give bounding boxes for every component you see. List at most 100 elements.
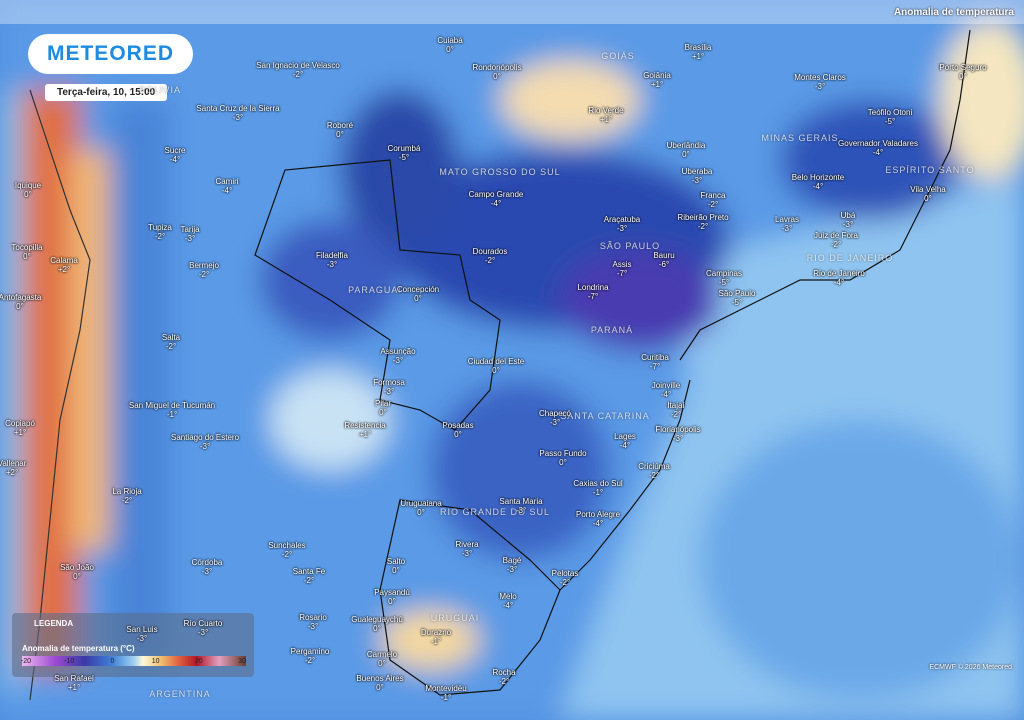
city-name: Dourados xyxy=(472,247,508,256)
city-name: Araçatuba xyxy=(603,215,641,224)
city-anomaly: -3° xyxy=(383,387,395,396)
city-name: Franca xyxy=(700,191,726,200)
city-anomaly: -4° xyxy=(872,148,884,157)
legend-tick-label: -10 xyxy=(64,658,75,665)
city-label: San Rafael +1° xyxy=(54,674,94,692)
city-name: Carmelo xyxy=(366,650,398,659)
city-label: Roboré 0° xyxy=(327,121,353,139)
city-name: Rivera xyxy=(455,540,479,549)
city-label: Calama +2° xyxy=(50,256,78,274)
city-anomaly: -7° xyxy=(616,269,628,278)
city-anomaly: -3° xyxy=(842,220,854,229)
city-name: Calama xyxy=(50,256,78,265)
city-name: Londrina xyxy=(577,283,609,292)
city-name: Bermejo xyxy=(189,261,219,270)
city-label: Vila Velha 0° xyxy=(910,185,945,203)
city-anomaly: -3° xyxy=(392,356,404,365)
city-label: Uruguaiana 0° xyxy=(400,499,441,517)
city-name: Porto Alegre xyxy=(575,510,621,519)
city-anomaly: -2° xyxy=(697,222,709,231)
region-label: SÃO PAULO xyxy=(599,241,661,251)
city-label: São João 0° xyxy=(60,563,94,581)
city-name: Ciudad del Este xyxy=(467,357,525,366)
city-name: Sucre xyxy=(164,146,186,155)
city-label: Corumbá -5° xyxy=(388,144,421,162)
city-name: Río Cuarto xyxy=(183,619,223,628)
city-anomaly: +1° xyxy=(67,683,81,692)
logo[interactable]: METEORED xyxy=(28,34,193,74)
city-anomaly: 0° xyxy=(73,572,81,581)
city-name: Salto xyxy=(386,557,406,566)
city-anomaly: -4° xyxy=(619,441,631,450)
city-label: Córdoba -3° xyxy=(192,558,223,576)
city-label: Teófilo Otoni -5° xyxy=(868,108,912,126)
city-label: San Luis -3° xyxy=(126,625,157,643)
city-label: Durazno -1° xyxy=(421,628,451,646)
city-label: Montevidéu -1° xyxy=(425,684,466,702)
city-name: Camiri xyxy=(215,177,239,186)
city-name: Santa Cruz de la Sierra xyxy=(196,104,280,113)
city-anomaly: -3° xyxy=(461,549,473,558)
city-anomaly: -2° xyxy=(121,496,133,505)
city-anomaly: -2° xyxy=(648,471,660,480)
city-label: Chapecó -3° xyxy=(539,409,571,427)
city-name: San Luis xyxy=(126,625,158,634)
city-name: Rio de Janeiro xyxy=(813,269,865,278)
city-name: Santiago do Estero xyxy=(170,433,240,442)
city-label: Tupiza -2° xyxy=(148,223,172,241)
city-label: Brasília +1° xyxy=(685,43,712,61)
city-label: Posadas 0° xyxy=(442,421,473,439)
city-label: Iquique 0° xyxy=(15,181,41,199)
city-label: Paysandú 0° xyxy=(374,588,410,606)
city-name: San Ignacio de Velasco xyxy=(256,61,340,70)
city-anomaly: -4° xyxy=(812,182,824,191)
city-anomaly: -3° xyxy=(197,628,209,637)
city-label: Araçatuba -3° xyxy=(604,215,640,233)
city-name: Gualeguaychú xyxy=(351,615,403,624)
city-name: Ubá xyxy=(840,211,856,220)
city-label: Sunchales -2° xyxy=(268,541,305,559)
region-label: ARGENTINA xyxy=(149,689,211,699)
city-label: Passo Fundo 0° xyxy=(539,449,586,467)
city-name: Curitiba xyxy=(641,353,669,362)
city-anomaly: 0° xyxy=(378,659,386,668)
city-label: Rocha -2° xyxy=(492,668,515,686)
city-anomaly: +2° xyxy=(5,468,19,477)
city-label: Melo -4° xyxy=(499,592,516,610)
city-label: Lavras -3° xyxy=(775,215,799,233)
city-label: Santa Maria -3° xyxy=(499,497,542,515)
city-label: Filadelfia -3° xyxy=(316,251,348,269)
city-label: La Rioja -2° xyxy=(112,487,141,505)
city-anomaly: 0° xyxy=(959,72,967,81)
legend-heading: Anomalia de temperatura (°C) xyxy=(22,644,135,653)
city-name: Uberlândia xyxy=(666,141,706,150)
city-label: Formosa -3° xyxy=(373,378,405,396)
city-anomaly: -1° xyxy=(430,637,442,646)
city-label: Joinville -4° xyxy=(652,381,680,399)
city-anomaly: -4° xyxy=(502,601,514,610)
city-name: Cuiabá xyxy=(437,36,463,45)
city-anomaly: 0° xyxy=(446,45,454,54)
city-label: Sucre -4° xyxy=(165,146,186,164)
city-name: Sunchales xyxy=(268,541,306,550)
city-label: Rosario -3° xyxy=(299,613,327,631)
city-name: Copiapó xyxy=(5,419,35,428)
city-label: Assunção -3° xyxy=(380,347,415,365)
city-anomaly: -3° xyxy=(326,260,338,269)
city-anomaly: 0° xyxy=(376,683,384,692)
legend: LEGENDA Anomalia de temperatura (°C) -20… xyxy=(12,613,254,677)
city-label: Porto Seguro 0° xyxy=(939,63,986,81)
city-anomaly: -1° xyxy=(440,693,452,702)
city-anomaly: +1° xyxy=(358,430,372,439)
city-anomaly: -2° xyxy=(303,576,315,585)
region-label: GOIÁS xyxy=(601,51,635,61)
city-anomaly: -4° xyxy=(833,278,845,287)
city-name: Itajaí xyxy=(667,401,685,410)
city-label: Uberlândia 0° xyxy=(667,141,706,159)
city-anomaly: -7° xyxy=(649,362,661,371)
timestamp[interactable]: Terça-feira, 10, 15:00 xyxy=(45,84,168,101)
city-label: Pergamino -2° xyxy=(291,647,330,665)
city-name: São João xyxy=(60,563,94,572)
city-anomaly: -3° xyxy=(232,113,244,122)
city-label: Ribeirão Preto -2° xyxy=(677,213,728,231)
